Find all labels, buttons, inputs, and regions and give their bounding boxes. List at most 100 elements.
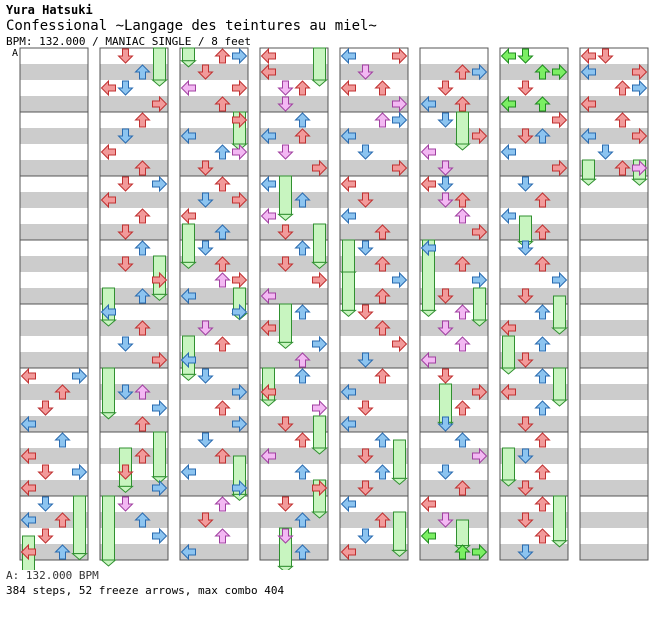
- beat-stripe: [500, 224, 568, 240]
- beat-stripe: [260, 64, 328, 80]
- arrow-down-icon: [357, 352, 374, 368]
- arrow-left-icon: [420, 351, 436, 369]
- beat-stripe: [180, 64, 248, 80]
- arrow-right-icon: [232, 143, 248, 161]
- beat-stripe: [100, 96, 168, 112]
- beat-stripe: [260, 400, 328, 416]
- beat-stripe: [580, 256, 648, 272]
- beat-stripe: [20, 160, 88, 176]
- beat-stripe: [180, 128, 248, 144]
- arrow-left-icon: [20, 511, 36, 529]
- arrow-up-icon: [134, 160, 151, 176]
- chart-column-6: [419, 47, 489, 561]
- arrow-up-icon: [214, 144, 231, 160]
- arrow-down-icon: [597, 144, 614, 160]
- arrow-right-icon: [312, 335, 328, 353]
- freeze-tail: [551, 327, 568, 335]
- beat-stripe: [340, 64, 408, 80]
- arrow-up-icon: [214, 48, 231, 64]
- column-border: [419, 47, 489, 561]
- beat-stripe: [260, 160, 328, 176]
- freeze-tail: [151, 476, 168, 484]
- beat-stripe: [180, 48, 248, 64]
- beat-stripe: [340, 400, 408, 416]
- arrow-up-icon: [534, 128, 551, 144]
- beat-stripe: [500, 96, 568, 112]
- arrow-left-icon: [500, 47, 516, 65]
- arrow-up-icon: [534, 496, 551, 512]
- beat-stripe: [420, 48, 488, 64]
- beat-stripe: [500, 128, 568, 144]
- arrow-left-icon: [100, 303, 116, 321]
- freeze-tail: [277, 565, 294, 570]
- freeze-tail: [311, 261, 328, 270]
- arrow-right-icon: [392, 271, 408, 289]
- freeze-tail: [117, 485, 134, 494]
- arrow-right-icon: [232, 303, 248, 321]
- arrow-up-icon: [294, 512, 311, 528]
- arrow-left-icon: [180, 127, 196, 145]
- freeze-tail: [180, 261, 197, 270]
- beat-stripe: [420, 528, 488, 544]
- arrow-up-icon: [534, 224, 551, 240]
- column-border: [19, 47, 89, 561]
- arrow-left-icon: [260, 127, 276, 145]
- beat-stripe: [340, 272, 408, 288]
- arrow-up-icon: [454, 96, 471, 112]
- freeze-tail: [391, 477, 408, 486]
- arrow-up-icon: [454, 304, 471, 320]
- chart-column-3: [179, 47, 249, 561]
- beat-stripe: [580, 544, 648, 560]
- beat-stripe: [580, 128, 648, 144]
- beat-stripe: [20, 128, 88, 144]
- beat-stripe: [20, 336, 88, 352]
- arrow-up-icon: [294, 192, 311, 208]
- arrow-up-icon: [454, 432, 471, 448]
- beat-stripe: [340, 288, 408, 304]
- arrow-down-icon: [277, 144, 294, 160]
- beat-stripe: [580, 336, 648, 352]
- freeze-arrow-right: [393, 511, 406, 551]
- beat-stripe: [260, 368, 328, 384]
- arrow-right-icon: [632, 159, 648, 177]
- beat-stripe: [340, 160, 408, 176]
- beat-stripe: [260, 208, 328, 224]
- beat-stripe: [20, 384, 88, 400]
- arrow-up-icon: [534, 368, 551, 384]
- beat-stripe: [100, 384, 168, 400]
- beat-stripe: [180, 448, 248, 464]
- arrow-right-icon: [312, 271, 328, 289]
- arrow-right-icon: [472, 447, 488, 465]
- beat-stripe: [260, 288, 328, 304]
- step-statistics: 384 steps, 52 freeze arrows, max combo 4…: [6, 584, 285, 597]
- freeze-tail: [391, 549, 408, 558]
- arrow-up-icon: [294, 544, 311, 560]
- beat-stripe: [500, 144, 568, 160]
- beat-stripe: [260, 176, 328, 192]
- beat-stripe: [500, 432, 568, 448]
- beat-stripe: [100, 112, 168, 128]
- arrow-up-icon: [374, 80, 391, 96]
- beat-stripe: [20, 480, 88, 496]
- freeze-arrow-up: [456, 519, 469, 547]
- arrow-up-icon: [294, 112, 311, 128]
- arrow-left-icon: [420, 175, 436, 193]
- beat-stripe: [500, 64, 568, 80]
- arrow-left-icon: [100, 143, 116, 161]
- beat-stripe: [500, 464, 568, 480]
- beat-stripe: [180, 352, 248, 368]
- beat-stripe: [420, 80, 488, 96]
- beat-stripe: [500, 416, 568, 432]
- arrow-left-icon: [420, 239, 436, 257]
- beat-stripe: [340, 512, 408, 528]
- beat-stripe: [420, 96, 488, 112]
- beat-stripe: [20, 400, 88, 416]
- freeze-tail: [420, 309, 437, 318]
- beat-stripe: [420, 64, 488, 80]
- freeze-tail: [277, 213, 294, 222]
- beat-stripe: [340, 336, 408, 352]
- arrow-down-icon: [517, 448, 534, 464]
- beat-stripe: [260, 336, 328, 352]
- arrow-down-icon: [437, 368, 454, 384]
- arrow-down-icon: [517, 416, 534, 432]
